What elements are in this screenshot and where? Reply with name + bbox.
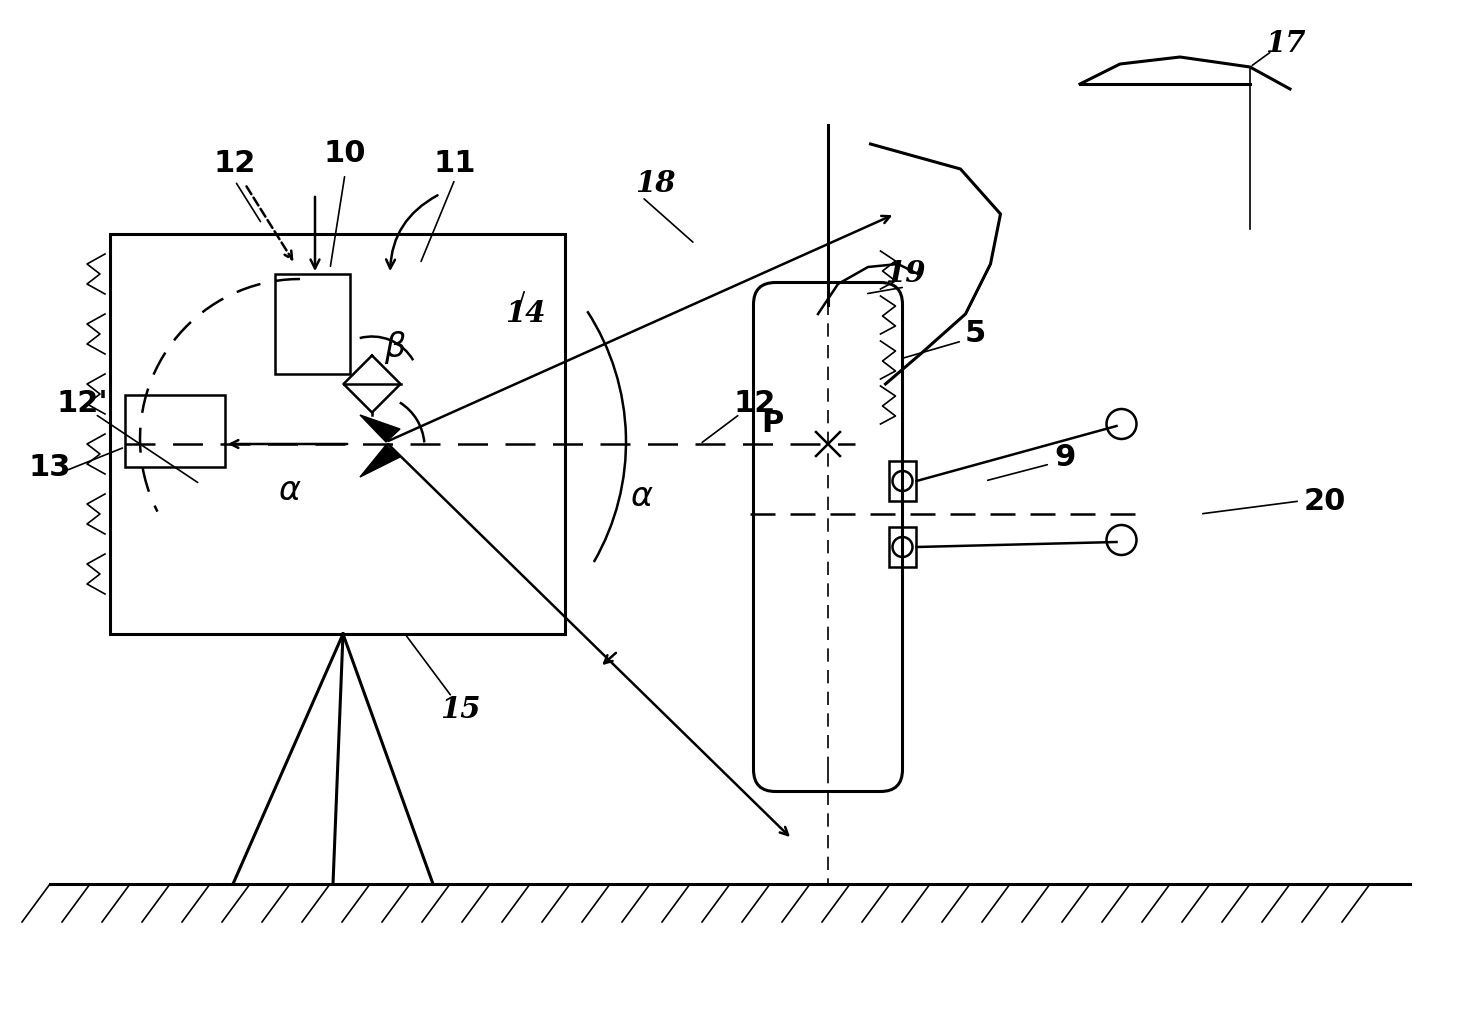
Text: $\alpha$: $\alpha$ [279,475,302,507]
Bar [889,461,917,501]
Text: 19: 19 [885,260,926,288]
Bar [126,395,225,467]
Polygon shape [361,415,400,442]
Text: 15: 15 [439,695,480,723]
Bar [889,527,917,567]
Text: 13: 13 [29,452,72,482]
Text: 10: 10 [324,140,366,168]
Text: 17: 17 [1264,30,1305,58]
Text: 20: 20 [1304,486,1346,516]
Bar [110,234,565,634]
Bar [274,274,350,374]
Polygon shape [361,445,400,477]
Text: 12: 12 [734,389,777,419]
Text: $\alpha$: $\alpha$ [631,481,654,513]
Text: 9: 9 [1054,442,1076,472]
Text: 12': 12' [55,389,108,419]
Text: 11: 11 [434,150,476,178]
Text: $\beta$: $\beta$ [384,328,406,366]
Text: 18: 18 [635,169,675,199]
Text: 12: 12 [213,150,256,178]
Text: 14: 14 [505,300,545,328]
Text: P: P [761,410,783,438]
Text: 5: 5 [965,320,986,348]
